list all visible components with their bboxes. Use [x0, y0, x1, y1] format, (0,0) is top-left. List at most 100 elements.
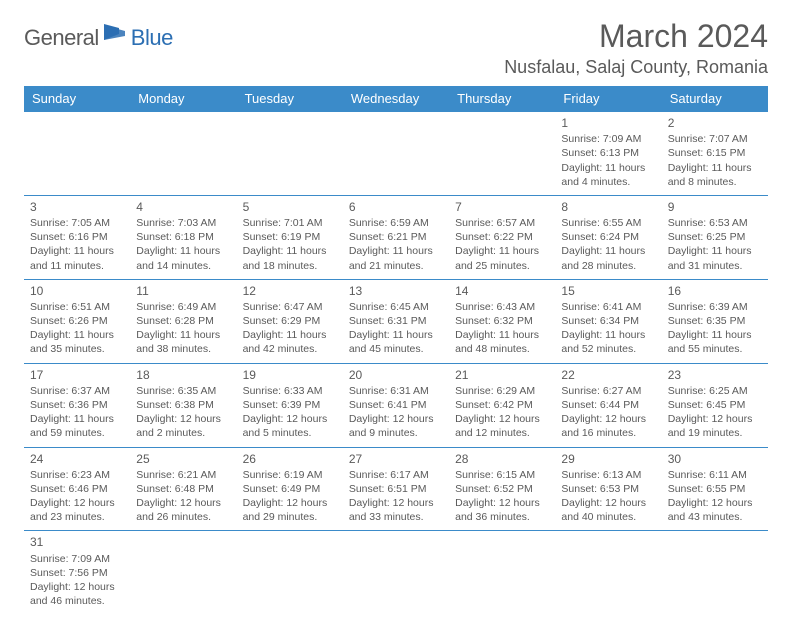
calendar-week-row: 17Sunrise: 6:37 AMSunset: 6:36 PMDayligh… — [24, 363, 768, 447]
day-number: 30 — [668, 451, 762, 467]
calendar-cell: 11Sunrise: 6:49 AMSunset: 6:28 PMDayligh… — [130, 279, 236, 363]
day-number: 6 — [349, 199, 443, 215]
sunrise-text: Sunrise: 6:47 AM — [243, 300, 337, 314]
calendar-cell: 15Sunrise: 6:41 AMSunset: 6:34 PMDayligh… — [555, 279, 661, 363]
daylight-text: Daylight: 12 hours and 36 minutes. — [455, 496, 549, 524]
daylight-text: Daylight: 11 hours and 14 minutes. — [136, 244, 230, 272]
sunrise-text: Sunrise: 6:17 AM — [349, 468, 443, 482]
day-number: 28 — [455, 451, 549, 467]
daylight-text: Daylight: 11 hours and 35 minutes. — [30, 328, 124, 356]
day-number: 17 — [30, 367, 124, 383]
sunset-text: Sunset: 6:18 PM — [136, 230, 230, 244]
daylight-text: Daylight: 11 hours and 48 minutes. — [455, 328, 549, 356]
calendar-cell: 25Sunrise: 6:21 AMSunset: 6:48 PMDayligh… — [130, 447, 236, 531]
day-number: 26 — [243, 451, 337, 467]
daylight-text: Daylight: 11 hours and 4 minutes. — [561, 161, 655, 189]
sunrise-text: Sunrise: 7:09 AM — [30, 552, 124, 566]
calendar-cell: 23Sunrise: 6:25 AMSunset: 6:45 PMDayligh… — [662, 363, 768, 447]
calendar-cell: 3Sunrise: 7:05 AMSunset: 6:16 PMDaylight… — [24, 195, 130, 279]
sunset-text: Sunset: 6:15 PM — [668, 146, 762, 160]
calendar-cell — [343, 112, 449, 196]
sunset-text: Sunset: 6:31 PM — [349, 314, 443, 328]
daylight-text: Daylight: 12 hours and 16 minutes. — [561, 412, 655, 440]
sunrise-text: Sunrise: 6:37 AM — [30, 384, 124, 398]
calendar-cell: 6Sunrise: 6:59 AMSunset: 6:21 PMDaylight… — [343, 195, 449, 279]
daylight-text: Daylight: 11 hours and 25 minutes. — [455, 244, 549, 272]
sunrise-text: Sunrise: 6:39 AM — [668, 300, 762, 314]
daylight-text: Daylight: 11 hours and 28 minutes. — [561, 244, 655, 272]
logo-text-general: General — [24, 25, 99, 51]
location: Nusfalau, Salaj County, Romania — [504, 57, 768, 78]
sunrise-text: Sunrise: 6:49 AM — [136, 300, 230, 314]
daylight-text: Daylight: 11 hours and 42 minutes. — [243, 328, 337, 356]
day-number: 8 — [561, 199, 655, 215]
sunset-text: Sunset: 6:44 PM — [561, 398, 655, 412]
day-number: 25 — [136, 451, 230, 467]
sunrise-text: Sunrise: 7:05 AM — [30, 216, 124, 230]
sunrise-text: Sunrise: 6:35 AM — [136, 384, 230, 398]
sunrise-text: Sunrise: 7:03 AM — [136, 216, 230, 230]
sunrise-text: Sunrise: 7:01 AM — [243, 216, 337, 230]
calendar-cell — [449, 112, 555, 196]
sunset-text: Sunset: 6:24 PM — [561, 230, 655, 244]
daylight-text: Daylight: 12 hours and 5 minutes. — [243, 412, 337, 440]
sunrise-text: Sunrise: 6:45 AM — [349, 300, 443, 314]
sunrise-text: Sunrise: 6:25 AM — [668, 384, 762, 398]
daylight-text: Daylight: 11 hours and 38 minutes. — [136, 328, 230, 356]
day-number: 1 — [561, 115, 655, 131]
calendar-cell: 12Sunrise: 6:47 AMSunset: 6:29 PMDayligh… — [237, 279, 343, 363]
day-header: Wednesday — [343, 86, 449, 112]
sunset-text: Sunset: 6:32 PM — [455, 314, 549, 328]
sunrise-text: Sunrise: 6:15 AM — [455, 468, 549, 482]
day-header-row: Sunday Monday Tuesday Wednesday Thursday… — [24, 86, 768, 112]
page: General Blue March 2024 Nusfalau, Salaj … — [0, 0, 792, 632]
calendar-week-row: 10Sunrise: 6:51 AMSunset: 6:26 PMDayligh… — [24, 279, 768, 363]
sunrise-text: Sunrise: 6:21 AM — [136, 468, 230, 482]
daylight-text: Daylight: 12 hours and 46 minutes. — [30, 580, 124, 608]
day-number: 13 — [349, 283, 443, 299]
daylight-text: Daylight: 12 hours and 9 minutes. — [349, 412, 443, 440]
sunset-text: Sunset: 6:52 PM — [455, 482, 549, 496]
calendar-cell: 26Sunrise: 6:19 AMSunset: 6:49 PMDayligh… — [237, 447, 343, 531]
sunrise-text: Sunrise: 6:29 AM — [455, 384, 549, 398]
calendar-cell — [662, 531, 768, 614]
month-title: March 2024 — [504, 18, 768, 55]
sunset-text: Sunset: 6:22 PM — [455, 230, 549, 244]
sunrise-text: Sunrise: 6:13 AM — [561, 468, 655, 482]
sunset-text: Sunset: 6:19 PM — [243, 230, 337, 244]
sunrise-text: Sunrise: 6:55 AM — [561, 216, 655, 230]
sunrise-text: Sunrise: 6:11 AM — [668, 468, 762, 482]
daylight-text: Daylight: 11 hours and 59 minutes. — [30, 412, 124, 440]
daylight-text: Daylight: 11 hours and 45 minutes. — [349, 328, 443, 356]
day-header: Saturday — [662, 86, 768, 112]
sunset-text: Sunset: 6:29 PM — [243, 314, 337, 328]
calendar-cell: 4Sunrise: 7:03 AMSunset: 6:18 PMDaylight… — [130, 195, 236, 279]
sunset-text: Sunset: 6:42 PM — [455, 398, 549, 412]
sunset-text: Sunset: 6:45 PM — [668, 398, 762, 412]
sunset-text: Sunset: 6:13 PM — [561, 146, 655, 160]
daylight-text: Daylight: 12 hours and 26 minutes. — [136, 496, 230, 524]
day-header: Friday — [555, 86, 661, 112]
calendar-cell: 16Sunrise: 6:39 AMSunset: 6:35 PMDayligh… — [662, 279, 768, 363]
daylight-text: Daylight: 12 hours and 40 minutes. — [561, 496, 655, 524]
day-number: 4 — [136, 199, 230, 215]
sunset-text: Sunset: 6:51 PM — [349, 482, 443, 496]
sunset-text: Sunset: 6:36 PM — [30, 398, 124, 412]
daylight-text: Daylight: 12 hours and 2 minutes. — [136, 412, 230, 440]
header: General Blue March 2024 Nusfalau, Salaj … — [24, 18, 768, 78]
calendar-cell: 9Sunrise: 6:53 AMSunset: 6:25 PMDaylight… — [662, 195, 768, 279]
sunset-text: Sunset: 6:35 PM — [668, 314, 762, 328]
day-number: 23 — [668, 367, 762, 383]
sunrise-text: Sunrise: 6:41 AM — [561, 300, 655, 314]
day-number: 10 — [30, 283, 124, 299]
sunset-text: Sunset: 7:56 PM — [30, 566, 124, 580]
daylight-text: Daylight: 11 hours and 55 minutes. — [668, 328, 762, 356]
day-header: Sunday — [24, 86, 130, 112]
day-number: 24 — [30, 451, 124, 467]
day-number: 11 — [136, 283, 230, 299]
sunset-text: Sunset: 6:46 PM — [30, 482, 124, 496]
day-number: 22 — [561, 367, 655, 383]
daylight-text: Daylight: 12 hours and 12 minutes. — [455, 412, 549, 440]
sunrise-text: Sunrise: 6:31 AM — [349, 384, 443, 398]
daylight-text: Daylight: 11 hours and 11 minutes. — [30, 244, 124, 272]
